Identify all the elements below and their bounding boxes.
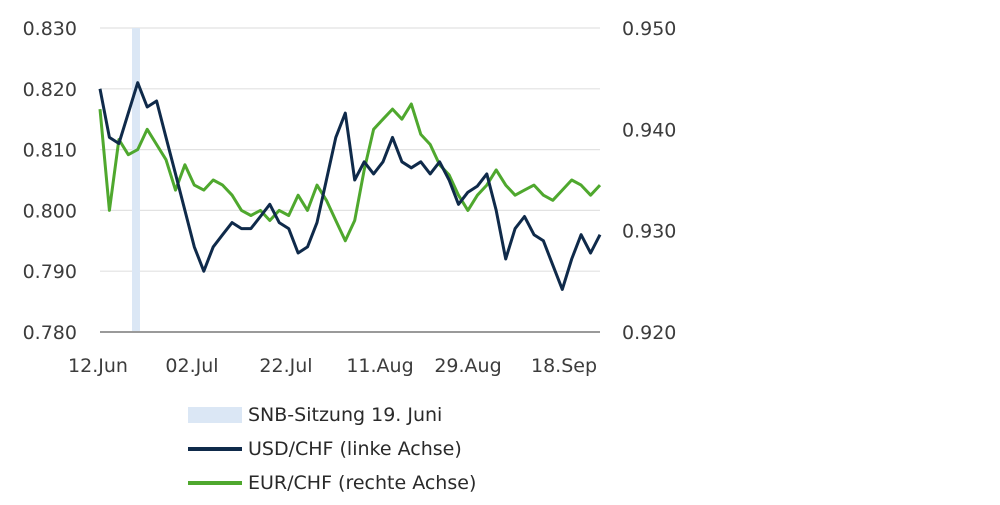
x-axis: 12.Jun 02.Jul 22.Jul 11.Aug 29.Aug 18.Sep	[68, 355, 597, 377]
y-tick-label: 0.780	[23, 322, 77, 344]
legend-item-usdchf: USD/CHF (linke Achse)	[188, 432, 476, 466]
x-tick-label: 22.Jul	[259, 355, 312, 377]
legend: SNB-Sitzung 19. Juni USD/CHF (linke Achs…	[188, 398, 476, 500]
y-tick-label: 0.800	[23, 200, 77, 222]
snb-meeting-band	[132, 28, 140, 332]
x-tick-label: 11.Aug	[346, 355, 413, 377]
right-y-axis: 0.920 0.930 0.940 0.950	[622, 18, 676, 344]
exchange-rate-chart: 0.780 0.790 0.800 0.810 0.820 0.830 0.920 0.93…	[23, 18, 677, 377]
y-tick-label: 0.790	[23, 261, 77, 283]
left-y-axis: 0.780 0.790 0.800 0.810 0.820 0.830	[23, 18, 77, 344]
line-swatch-icon	[188, 481, 242, 485]
y-tick-label: 0.930	[622, 221, 676, 243]
y-tick-label: 0.820	[23, 79, 77, 101]
y-tick-label: 0.940	[622, 119, 676, 141]
legend-item-snb: SNB-Sitzung 19. Juni	[188, 398, 476, 432]
x-tick-label: 18.Sep	[531, 355, 597, 377]
legend-item-eurchf: EUR/CHF (rechte Achse)	[188, 466, 476, 500]
y-tick-label: 0.920	[622, 322, 676, 344]
x-tick-label: 29.Aug	[434, 355, 501, 377]
x-tick-label: 02.Jul	[165, 355, 218, 377]
legend-label: SNB-Sitzung 19. Juni	[248, 404, 443, 426]
usd-chf-line	[98, 81, 602, 291]
eur-chf-line	[98, 102, 602, 243]
band-swatch-icon	[188, 407, 242, 423]
line-swatch-icon	[188, 447, 242, 451]
y-tick-label: 0.810	[23, 140, 77, 162]
y-tick-label: 0.950	[622, 18, 676, 40]
legend-label: USD/CHF (linke Achse)	[248, 438, 462, 460]
y-tick-label: 0.830	[23, 18, 77, 40]
legend-label: EUR/CHF (rechte Achse)	[248, 472, 477, 494]
x-tick-label: 12.Jun	[68, 355, 128, 377]
